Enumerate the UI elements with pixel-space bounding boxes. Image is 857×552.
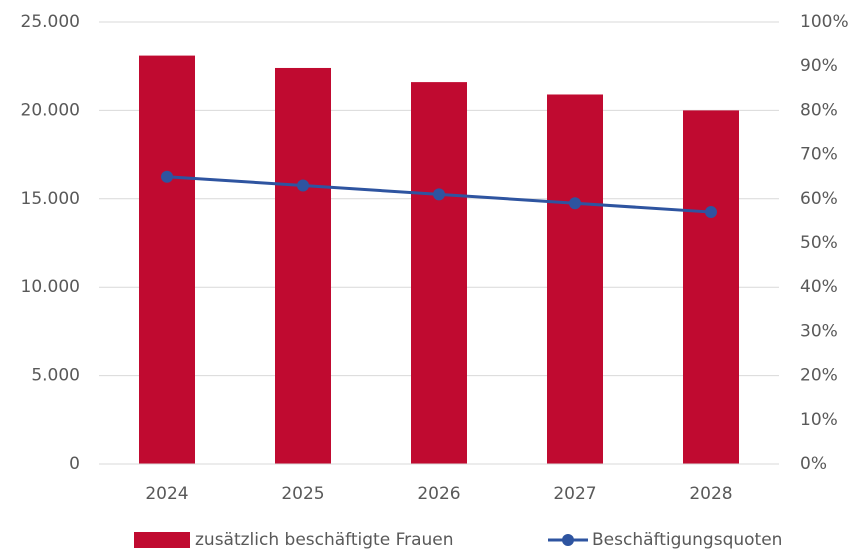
y-tick-label: 5.000 bbox=[31, 366, 80, 386]
bar bbox=[683, 110, 739, 465]
y2-tick-label: 10% bbox=[800, 410, 838, 430]
x-tick-label: 2028 bbox=[689, 484, 732, 504]
legend-swatch bbox=[562, 534, 574, 546]
legend-swatch bbox=[134, 532, 190, 548]
y2-tick-label: 100% bbox=[800, 12, 849, 32]
x-tick-label: 2024 bbox=[145, 484, 188, 504]
y-tick-label: 0 bbox=[69, 454, 80, 474]
y2-tick-label: 40% bbox=[800, 277, 838, 297]
y-tick-label: 10.000 bbox=[21, 277, 80, 297]
bar bbox=[275, 67, 331, 464]
y-tick-label: 20.000 bbox=[21, 100, 80, 120]
y2-tick-label: 20% bbox=[800, 366, 838, 386]
y2-tick-label: 80% bbox=[800, 100, 838, 120]
y2-tick-label: 90% bbox=[800, 56, 838, 76]
y2-tick-label: 50% bbox=[800, 233, 838, 253]
y-tick-label: 15.000 bbox=[21, 189, 80, 209]
bar bbox=[411, 82, 467, 464]
line-marker bbox=[433, 188, 445, 201]
legend-label: zusätzlich beschäftigte Frauen bbox=[195, 530, 454, 550]
legend-label: Beschäftigungsquoten bbox=[592, 530, 782, 550]
x-tick-label: 2026 bbox=[417, 484, 460, 504]
x-tick-label: 2025 bbox=[281, 484, 324, 504]
line-marker bbox=[705, 206, 717, 219]
y2-tick-label: 70% bbox=[800, 145, 838, 165]
x-tick-label: 2027 bbox=[553, 484, 596, 504]
line-marker bbox=[297, 179, 309, 192]
line-marker bbox=[161, 170, 173, 183]
line-marker bbox=[569, 197, 581, 210]
bar bbox=[547, 94, 603, 464]
y-tick-label: 25.000 bbox=[21, 12, 80, 32]
y2-tick-label: 0% bbox=[800, 454, 827, 474]
bar bbox=[139, 55, 195, 464]
y2-tick-label: 60% bbox=[800, 189, 838, 209]
y2-tick-label: 30% bbox=[800, 321, 838, 341]
